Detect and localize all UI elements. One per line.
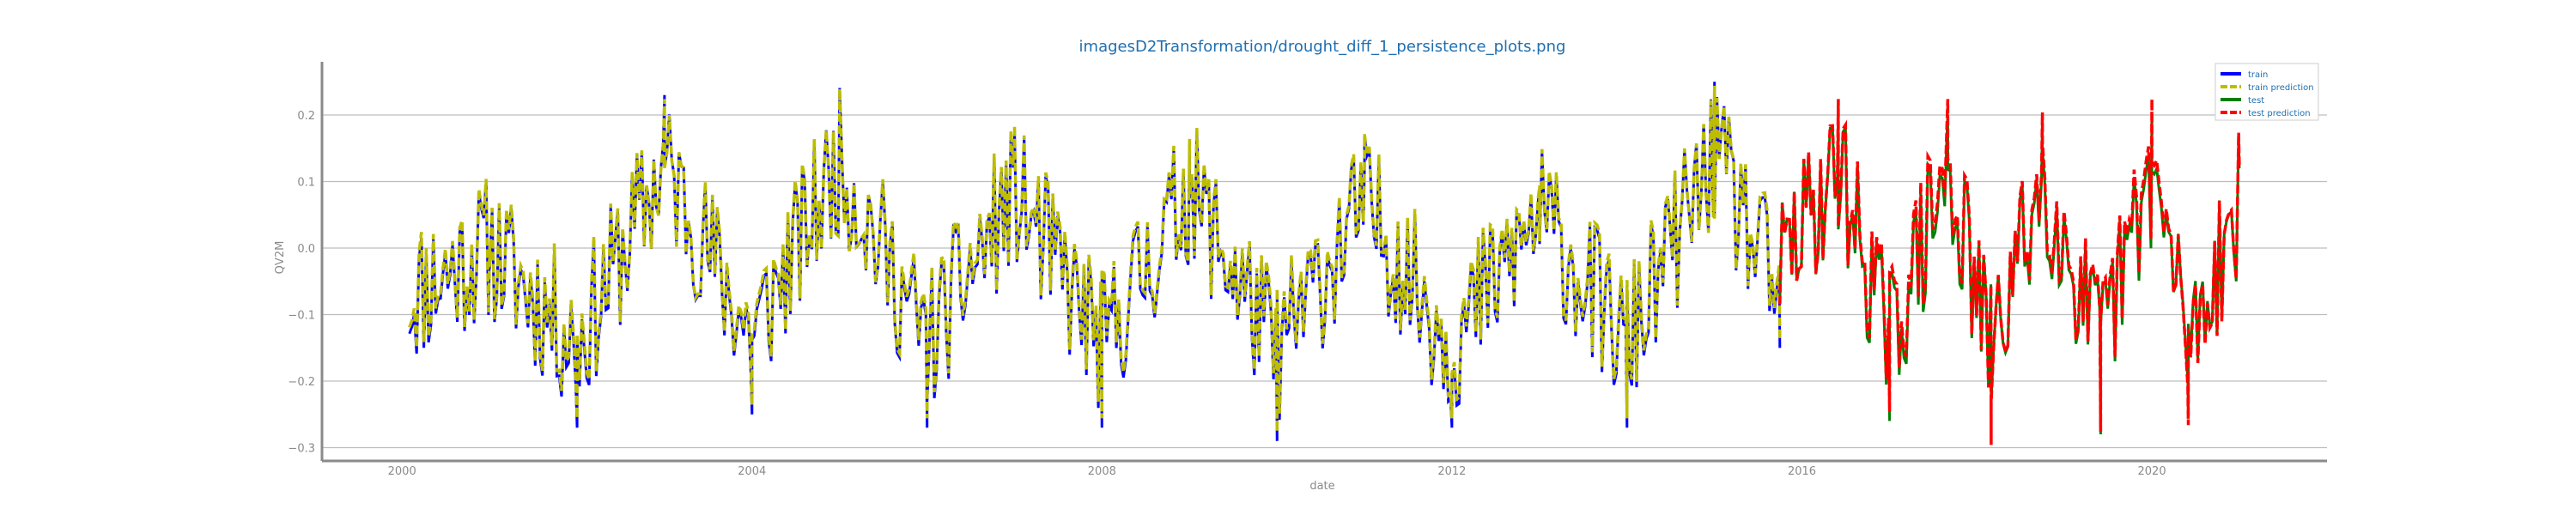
series-line-train-prediction — [408, 85, 1782, 432]
x-tick-label: 2016 — [1788, 465, 1816, 478]
series-line-test-prediction — [1778, 99, 2241, 445]
series-line-train — [408, 82, 1782, 441]
x-tick-label: 2000 — [388, 465, 416, 478]
y-tick-label: 0.0 — [297, 243, 315, 256]
y-tick-label: −0.1 — [288, 310, 315, 323]
legend-label: test prediction — [2248, 109, 2311, 118]
chart-title: imagesD2Transformation/drought_diff_1_pe… — [1079, 38, 1566, 56]
legend-label: train — [2248, 70, 2268, 80]
y-axis-ticks: 0.2 0.1 0.0 −0.1 −0.2 −0.3 — [288, 110, 315, 456]
legend-label: train prediction — [2248, 83, 2314, 93]
data-traces — [408, 82, 2241, 445]
legend-label: test — [2248, 96, 2264, 106]
x-tick-label: 2020 — [2138, 465, 2166, 478]
legend: train train prediction test test prediction — [2215, 63, 2319, 121]
y-tick-label: 0.1 — [297, 177, 315, 190]
x-axis-ticks: 2000 2004 2008 2012 2016 2020 — [388, 465, 2166, 478]
y-tick-label: −0.3 — [288, 443, 315, 456]
y-tick-label: 0.2 — [297, 110, 315, 123]
y-tick-label: −0.2 — [288, 376, 315, 389]
x-tick-label: 2004 — [738, 465, 766, 478]
x-axis-label: date — [1309, 480, 1334, 493]
y-axis-label: QV2M — [274, 241, 287, 275]
x-tick-label: 2008 — [1088, 465, 1116, 478]
x-tick-label: 2012 — [1437, 465, 1466, 478]
